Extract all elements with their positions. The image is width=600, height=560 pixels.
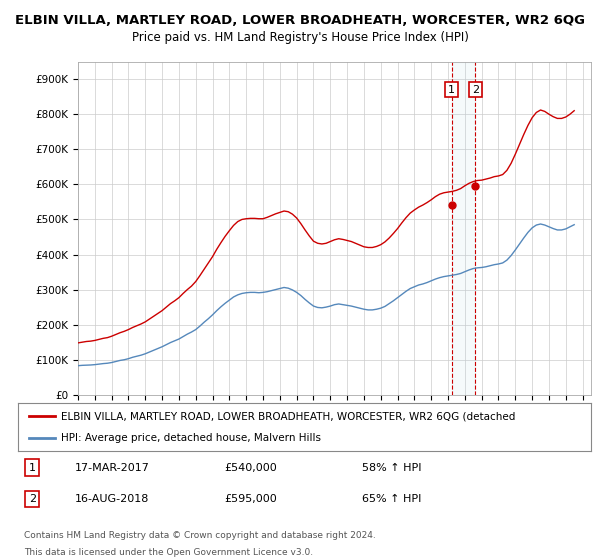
Text: 58% ↑ HPI: 58% ↑ HPI [362,463,421,473]
Bar [452,62,475,395]
Text: 65% ↑ HPI: 65% ↑ HPI [362,494,421,504]
Text: 1: 1 [29,463,36,473]
Text: HPI: Average price, detached house, Malvern Hills: HPI: Average price, detached house, Malv… [61,433,321,443]
Text: 1: 1 [448,85,455,95]
Text: 2: 2 [472,85,479,95]
Text: Contains HM Land Registry data © Crown copyright and database right 2024.: Contains HM Land Registry data © Crown c… [24,531,376,540]
Text: 16-AUG-2018: 16-AUG-2018 [76,494,149,504]
Text: This data is licensed under the Open Government Licence v3.0.: This data is licensed under the Open Gov… [24,548,313,557]
Text: £540,000: £540,000 [224,463,277,473]
Text: 17-MAR-2017: 17-MAR-2017 [76,463,150,473]
Text: £595,000: £595,000 [224,494,277,504]
Text: Price paid vs. HM Land Registry's House Price Index (HPI): Price paid vs. HM Land Registry's House … [131,31,469,44]
Text: ELBIN VILLA, MARTLEY ROAD, LOWER BROADHEATH, WORCESTER, WR2 6QG (detached: ELBIN VILLA, MARTLEY ROAD, LOWER BROADHE… [61,411,515,421]
Text: ELBIN VILLA, MARTLEY ROAD, LOWER BROADHEATH, WORCESTER, WR2 6QG: ELBIN VILLA, MARTLEY ROAD, LOWER BROADHE… [15,14,585,27]
Text: 2: 2 [29,494,36,504]
